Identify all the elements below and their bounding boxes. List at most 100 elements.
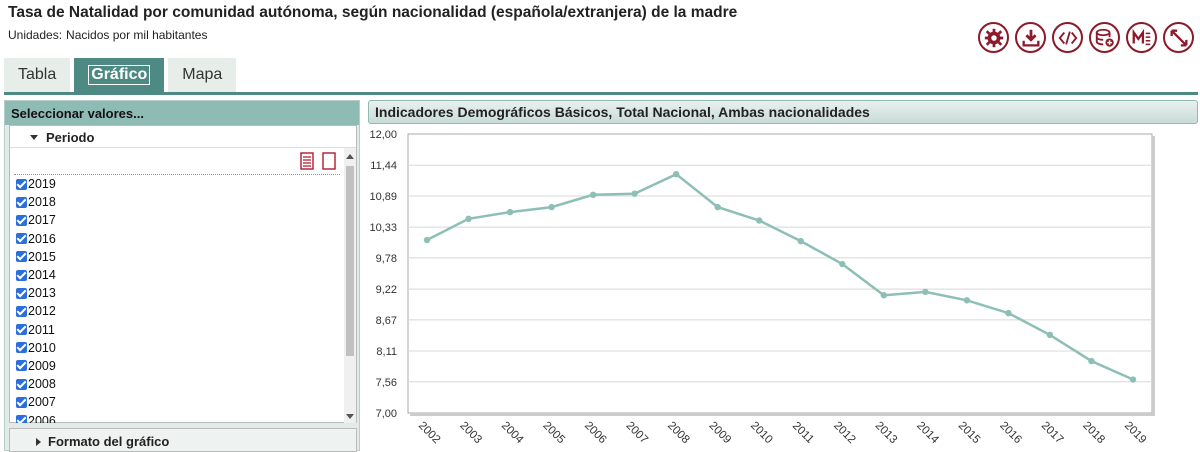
x-tick-label: 2006 (582, 420, 609, 447)
year-item[interactable]: 2017 (16, 211, 336, 229)
data-point[interactable] (1088, 357, 1095, 365)
year-label: 2013 (28, 286, 56, 301)
data-point[interactable] (672, 170, 680, 178)
y-tick-label: 9,22 (376, 284, 397, 296)
year-item[interactable]: 2012 (16, 302, 336, 320)
year-item[interactable]: 2018 (16, 193, 336, 211)
data-point[interactable] (880, 292, 888, 299)
selector-header: Seleccionar valores... (5, 101, 359, 125)
scroll-down-icon[interactable] (346, 414, 354, 419)
data-point[interactable] (963, 297, 971, 304)
tab-mapa[interactable]: Mapa (168, 58, 237, 92)
x-tick-label: 2014 (914, 420, 941, 447)
year-checkbox[interactable] (16, 378, 27, 390)
units-value: Nacidos por mil habitantes (66, 28, 208, 42)
data-point[interactable] (1046, 331, 1054, 339)
page-title: Tasa de Natalidad por comunidad autónoma… (8, 4, 738, 21)
year-checkbox[interactable] (16, 287, 27, 299)
line-chart: 12,00 11,44 10,89 10,33 9,78 9,22 8,67 8,11 7,56… (369, 129, 1155, 447)
data-point[interactable] (423, 236, 431, 244)
data-point[interactable] (797, 237, 804, 245)
data-point[interactable] (714, 203, 721, 211)
year-checkbox[interactable] (16, 269, 27, 281)
y-tick-label: 8,67 (376, 315, 397, 327)
year-item[interactable]: 2019 (16, 175, 336, 193)
year-label: 2007 (28, 395, 56, 410)
year-label: 2009 (28, 358, 56, 373)
chevron-right-icon (36, 438, 41, 446)
year-item[interactable]: 2008 (16, 375, 336, 393)
values-selector-panel: Seleccionar valores... Periodo 2019 2018 2… (4, 100, 360, 452)
year-list-scrollbar[interactable] (344, 148, 356, 423)
year-checkbox[interactable] (16, 214, 27, 226)
year-checkbox[interactable] (16, 233, 27, 245)
year-item[interactable]: 2006 (16, 411, 336, 423)
gear-icon (984, 28, 1003, 47)
year-checkbox[interactable] (16, 324, 27, 336)
database-add-icon (1095, 28, 1114, 47)
y-tick-label: 7,00 (376, 408, 397, 420)
year-label: 2010 (28, 340, 56, 355)
data-point[interactable] (922, 288, 929, 296)
download-icon (1022, 29, 1039, 46)
data-point[interactable] (506, 208, 514, 216)
year-item[interactable]: 2013 (16, 284, 336, 302)
year-checkbox[interactable] (16, 342, 27, 354)
plot-area (407, 133, 1153, 414)
select-none-icon[interactable] (322, 152, 336, 170)
x-tick-label: 2009 (707, 420, 734, 447)
database-button[interactable] (1089, 22, 1120, 53)
formato-toggle[interactable]: Formato del gráfico (9, 428, 357, 452)
data-point[interactable] (756, 217, 763, 224)
data-point[interactable] (1005, 309, 1012, 317)
x-tick-label: 2016 (997, 420, 1024, 447)
selection-tools (300, 152, 336, 170)
year-checkbox[interactable] (16, 196, 27, 208)
tab-tabla[interactable]: Tabla (4, 58, 71, 92)
year-label: 2017 (28, 213, 56, 228)
fullscreen-button[interactable] (1163, 22, 1194, 53)
data-point[interactable] (548, 203, 555, 211)
download-button[interactable] (1015, 22, 1046, 53)
scroll-up-icon[interactable] (346, 154, 354, 159)
year-label: 2019 (28, 177, 56, 192)
year-checkbox[interactable] (16, 360, 27, 372)
year-item[interactable]: 2009 (16, 357, 336, 375)
year-checkbox[interactable] (16, 415, 27, 423)
scroll-thumb[interactable] (346, 166, 354, 356)
year-item[interactable]: 2007 (16, 393, 336, 411)
data-point[interactable] (839, 260, 846, 268)
year-checkbox[interactable] (16, 396, 27, 408)
year-label: 2016 (28, 231, 56, 246)
year-item[interactable]: 2011 (16, 321, 336, 339)
metadata-button[interactable] (1126, 22, 1157, 53)
units-label: Unidades: (8, 28, 63, 42)
settings-button[interactable] (978, 22, 1009, 53)
data-point[interactable] (1129, 376, 1137, 383)
embed-code-button[interactable] (1052, 22, 1083, 53)
x-tick-label: 2003 (457, 420, 484, 447)
divider (14, 174, 340, 175)
data-point[interactable] (465, 215, 472, 223)
data-point[interactable] (631, 190, 638, 197)
year-item[interactable]: 2010 (16, 339, 336, 357)
series-line (426, 172, 1134, 381)
periodo-toggle[interactable]: Periodo (10, 126, 356, 148)
year-checkbox[interactable] (16, 251, 27, 263)
year-item[interactable]: 2014 (16, 266, 336, 284)
x-tick-label: 2007 (623, 420, 650, 447)
data-point[interactable] (589, 191, 597, 199)
toolbar (978, 22, 1194, 53)
y-tick-label: 8,11 (376, 346, 397, 358)
year-checkbox[interactable] (16, 305, 27, 317)
select-all-icon[interactable] (300, 152, 314, 170)
tab-grafico[interactable]: Gráfico (74, 58, 165, 92)
expand-icon (1170, 29, 1187, 46)
year-item[interactable]: 2015 (16, 248, 336, 266)
x-tick-label: 2018 (1080, 420, 1107, 447)
tab-underline (4, 92, 1198, 95)
y-tick-label: 10,89 (369, 191, 397, 203)
year-checkbox[interactable] (16, 178, 27, 190)
year-item[interactable]: 2016 (16, 230, 336, 248)
x-tick-label: 2011 (790, 420, 816, 446)
